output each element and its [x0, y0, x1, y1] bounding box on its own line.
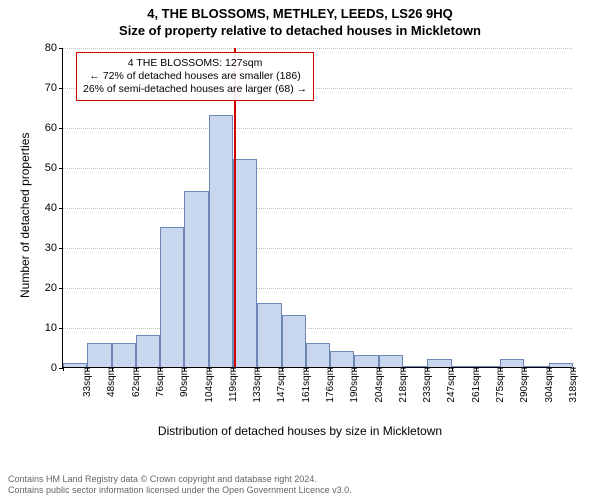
histogram-bar — [354, 355, 378, 367]
xtick-label: 104sqm — [198, 367, 215, 403]
histogram-bar — [87, 343, 111, 367]
xtick-label: 261sqm — [465, 367, 482, 403]
property-histogram: 4, THE BLOSSOMS, METHLEY, LEEDS, LS26 9H… — [0, 0, 600, 500]
xtick-mark — [282, 367, 283, 371]
xtick-mark — [354, 367, 355, 371]
annotation-line2: ← 72% of detached houses are smaller (18… — [83, 70, 307, 83]
xtick-label: 304sqm — [538, 367, 555, 403]
xtick-label: 161sqm — [295, 367, 312, 403]
xtick-mark — [233, 367, 234, 371]
gridline — [63, 248, 572, 249]
x-axis-label: Distribution of detached houses by size … — [0, 424, 600, 438]
xtick-label: 247sqm — [440, 367, 457, 403]
ytick-label: 30 — [45, 242, 63, 254]
xtick-label: 119sqm — [222, 367, 239, 402]
histogram-bar — [306, 343, 330, 367]
title-subtitle: Size of property relative to detached ho… — [0, 23, 600, 38]
ytick-label: 10 — [45, 322, 63, 334]
xtick-mark — [476, 367, 477, 371]
gridline — [63, 128, 572, 129]
y-axis-label: Number of detached properties — [18, 133, 32, 298]
xtick-mark — [573, 367, 574, 371]
xtick-mark — [379, 367, 380, 371]
gridline — [63, 208, 572, 209]
ytick-label: 20 — [45, 282, 63, 294]
ytick-label: 60 — [45, 122, 63, 134]
histogram-bar — [500, 359, 524, 367]
xtick-mark — [112, 367, 113, 371]
xtick-label: 33sqm — [76, 367, 93, 397]
xtick-mark — [549, 367, 550, 371]
xtick-label: 133sqm — [246, 367, 263, 403]
ytick-label: 80 — [45, 42, 63, 54]
xtick-label: 233sqm — [416, 367, 433, 403]
chart-title: 4, THE BLOSSOMS, METHLEY, LEEDS, LS26 9H… — [0, 6, 600, 38]
xtick-label: 176sqm — [319, 367, 336, 403]
xtick-label: 218sqm — [392, 367, 409, 403]
xtick-mark — [184, 367, 185, 371]
histogram-bar — [209, 115, 233, 367]
ytick-label: 50 — [45, 162, 63, 174]
xtick-label: 147sqm — [270, 367, 287, 403]
title-address: 4, THE BLOSSOMS, METHLEY, LEEDS, LS26 9H… — [0, 6, 600, 21]
annotation-line1: 4 THE BLOSSOMS: 127sqm — [83, 57, 307, 70]
footer-line2: Contains public sector information licen… — [8, 485, 352, 496]
ytick-label: 0 — [51, 362, 63, 374]
xtick-mark — [63, 367, 64, 371]
footer-line1: Contains HM Land Registry data © Crown c… — [8, 474, 352, 485]
xtick-label: 190sqm — [343, 367, 360, 403]
histogram-bar — [160, 227, 184, 367]
xtick-mark — [403, 367, 404, 371]
xtick-label: 318sqm — [562, 367, 579, 403]
histogram-bar — [427, 359, 451, 367]
xtick-mark — [306, 367, 307, 371]
histogram-bar — [233, 159, 257, 367]
histogram-bar — [379, 355, 403, 367]
xtick-label: 62sqm — [125, 367, 142, 397]
gridline — [63, 328, 572, 329]
histogram-bar — [136, 335, 160, 367]
histogram-bar — [282, 315, 306, 367]
gridline — [63, 168, 572, 169]
histogram-bar — [112, 343, 136, 367]
xtick-mark — [330, 367, 331, 371]
xtick-mark — [209, 367, 210, 371]
ytick-label: 70 — [45, 82, 63, 94]
annotation-box: 4 THE BLOSSOMS: 127sqm← 72% of detached … — [76, 52, 314, 101]
xtick-label: 76sqm — [149, 367, 166, 397]
xtick-label: 48sqm — [100, 367, 117, 397]
xtick-label: 90sqm — [173, 367, 190, 397]
ytick-label: 40 — [45, 202, 63, 214]
histogram-bar — [330, 351, 354, 367]
xtick-mark — [524, 367, 525, 371]
xtick-mark — [452, 367, 453, 371]
gridline — [63, 288, 572, 289]
annotation-line3: 26% of semi-detached houses are larger (… — [83, 83, 307, 96]
xtick-label: 204sqm — [368, 367, 385, 403]
xtick-label: 290sqm — [513, 367, 530, 403]
histogram-bar — [257, 303, 281, 367]
xtick-mark — [87, 367, 88, 371]
xtick-mark — [136, 367, 137, 371]
xtick-mark — [500, 367, 501, 371]
xtick-mark — [257, 367, 258, 371]
gridline — [63, 48, 572, 49]
histogram-bar — [184, 191, 208, 367]
xtick-mark — [160, 367, 161, 371]
attribution-footer: Contains HM Land Registry data © Crown c… — [8, 474, 352, 497]
xtick-label: 275sqm — [489, 367, 506, 403]
xtick-mark — [427, 367, 428, 371]
